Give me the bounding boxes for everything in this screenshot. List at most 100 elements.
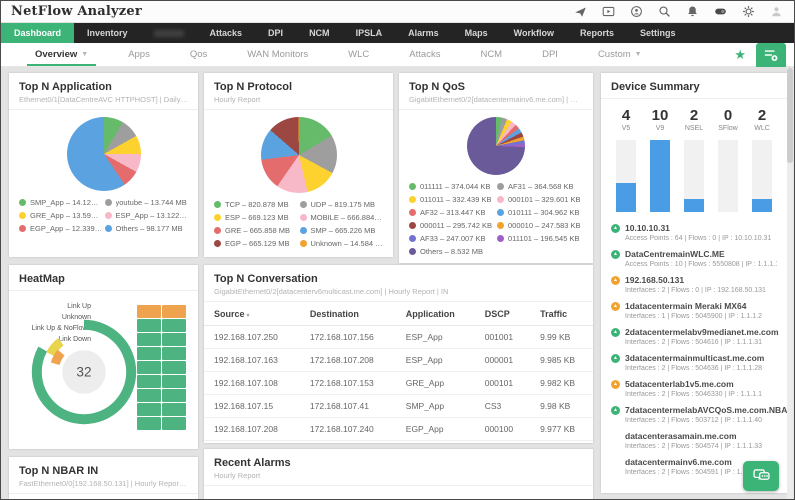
main-nav-item[interactable]: Dashboard [1, 23, 75, 43]
sub-nav-tab[interactable]: WLC [334, 43, 395, 66]
sub-nav-tab[interactable]: DPI [528, 43, 584, 66]
heatmap-cell[interactable] [162, 403, 186, 416]
device-type-bar [711, 140, 745, 212]
heatmap-cell[interactable] [137, 403, 161, 416]
widget-header: Recent Alarms Hourly Report [204, 449, 593, 486]
page-scrollbar[interactable] [787, 68, 793, 499]
legend-color-dot [19, 225, 26, 232]
sub-nav-tab[interactable]: WAN Monitors [233, 43, 334, 66]
device-list-item[interactable]: datacenterasamain.me.com Interfaces : 2 … [601, 428, 787, 454]
heatmap-cell[interactable] [162, 305, 186, 318]
device-list-item[interactable]: datacentermainv6.me.com Interfaces : 2 |… [601, 454, 787, 480]
device-type-stat[interactable]: 0 SFlow [711, 107, 745, 132]
conversation-cell: 000101 [474, 371, 531, 395]
sub-nav-tab[interactable]: Qos [176, 43, 233, 66]
device-type-stat[interactable]: 4 V5 [609, 107, 643, 132]
conversation-cell: 000100 [474, 417, 531, 441]
sub-nav-tab[interactable]: Custom ▼ [584, 43, 668, 66]
headset-icon[interactable] [629, 4, 644, 19]
heatmap-cell[interactable] [137, 347, 161, 360]
chat-support-button[interactable] [743, 461, 779, 491]
top-n-qos-pie-chart[interactable] [467, 117, 525, 175]
heatmap-cell[interactable] [162, 389, 186, 402]
device-type-stat[interactable]: 2 WLC [745, 107, 779, 132]
heatmap-cell[interactable] [137, 417, 161, 430]
heatmap-cell[interactable] [137, 389, 161, 402]
device-type-count: 10 [651, 107, 669, 124]
heatmap-cell[interactable] [162, 333, 186, 346]
main-nav-item[interactable]: Settings [627, 23, 689, 43]
scrollbar-thumb[interactable] [787, 68, 793, 163]
heatmap-donut-chart[interactable]: 32 [25, 313, 143, 431]
conversation-column-header[interactable]: Destination [299, 302, 396, 326]
heatmap-cell[interactable] [137, 319, 161, 332]
legend-item: 011101 – 196.545 KB [497, 234, 583, 243]
main-nav-item[interactable] [141, 23, 197, 43]
bell-icon[interactable] [685, 4, 700, 19]
main-nav-item[interactable]: Inventory [74, 23, 141, 43]
heatmap-cell[interactable] [162, 347, 186, 360]
device-list-item[interactable]: ▲ DataCentremainWLC.ME Access Points : 10… [601, 246, 787, 272]
legend-label: SMP_App – 14.121 MB [30, 198, 103, 207]
heatmap-cell[interactable] [137, 305, 161, 318]
main-nav-item[interactable]: Reports [567, 23, 627, 43]
device-type-stat[interactable]: 10 V9 [643, 107, 677, 132]
top-n-application-pie-chart[interactable] [66, 117, 141, 191]
sub-nav-tab[interactable]: Attacks [395, 43, 466, 66]
main-nav-item[interactable]: DPI [255, 23, 296, 43]
conversation-column-header[interactable]: DSCP [474, 302, 531, 326]
main-nav-item[interactable]: Alarms [395, 23, 452, 43]
heatmap-cell[interactable] [137, 375, 161, 388]
device-type-stat[interactable]: 2 NSEL [677, 107, 711, 132]
sub-nav-tab-label: Qos [189, 49, 208, 60]
feedback-icon[interactable] [713, 4, 728, 19]
heatmap-cell[interactable] [162, 361, 186, 374]
sub-nav-tab[interactable]: Apps [114, 43, 176, 66]
rocket-icon[interactable] [573, 4, 588, 19]
conversation-table: Source ▾ Destination Application DSCP Traffic… [204, 302, 593, 441]
legend-label: ESP – 669.123 MB [225, 213, 289, 222]
conversation-table-body: 192.168.107.250 172.168.107.156 ESP_App 001… [204, 325, 593, 441]
main-nav-item[interactable]: Attacks [197, 23, 256, 43]
device-list-item[interactable]: ▲ 3datacentermainmulticast.me.com Interfa… [601, 350, 787, 376]
favorite-star-icon[interactable]: ★ [734, 47, 746, 62]
device-list-item[interactable]: ▲ 7datacentermelabAVCQoS.me.com.NBAR Inte… [601, 402, 787, 428]
main-nav-item[interactable]: NCM [296, 23, 343, 43]
legend-item: AF32 – 313.447 KB [409, 208, 495, 217]
device-summary-counts: 4 V5 10 V9 2 NSEL 0 SFlow 2 WLC [601, 99, 787, 132]
top-n-protocol-pie-chart[interactable] [260, 117, 337, 193]
video-icon[interactable] [601, 4, 616, 19]
sub-nav-tab[interactable]: NCM [466, 43, 528, 66]
heatmap-cell[interactable] [162, 319, 186, 332]
conversation-column-header[interactable]: Application [395, 302, 475, 326]
device-type-bar-fill [684, 199, 704, 212]
sort-icon: ▾ [246, 313, 250, 319]
main-nav-item[interactable]: IPSLA [343, 23, 396, 43]
search-icon[interactable] [657, 4, 672, 19]
sub-nav-tab-label: Apps [128, 49, 150, 60]
legend-label: 011101 – 196.545 KB [508, 234, 580, 243]
heatmap-cell[interactable] [137, 333, 161, 346]
main-nav-item[interactable]: Workflow [501, 23, 567, 43]
device-list-item[interactable]: ▲ 192.168.50.131 Interfaces : 2 | Flows :… [601, 272, 787, 298]
device-list-item[interactable]: ▲ 2datacentermelabv9medianet.me.com Inter… [601, 324, 787, 350]
conversation-column-header[interactable]: Source ▾ [204, 302, 300, 326]
widget-title: Recent Alarms [214, 457, 291, 469]
device-type-bar [643, 140, 677, 212]
add-widget-button[interactable] [756, 42, 786, 67]
main-nav-item[interactable]: Maps [452, 23, 501, 43]
device-list-item[interactable]: ▲ 1datacentermain Meraki MX64 Interfaces … [601, 298, 787, 324]
legend-color-dot [409, 209, 416, 216]
device-list-item[interactable]: ▲ 10.10.10.31 Access Points : 64 | Flows … [601, 220, 787, 246]
conversation-column-header[interactable]: Traffic [530, 302, 593, 326]
gear-icon[interactable] [741, 4, 756, 19]
heatmap-cell[interactable] [162, 417, 186, 430]
heatmap-cell[interactable] [137, 361, 161, 374]
sub-nav-tab[interactable]: Overview ▼ [21, 43, 114, 66]
device-name: 5datacenterlab1v5.me.com [625, 379, 734, 389]
device-list-item[interactable]: ▲ 5datacenterlab1v5.me.com Interfaces : 2… [601, 376, 787, 402]
conversation-table-row: 192.168.107.15 172.168.107.41 SMP_App CS3 9.… [204, 394, 593, 418]
legend-item: Others – 8.532 MB [409, 247, 495, 256]
heatmap-cell[interactable] [162, 375, 186, 388]
user-icon[interactable] [769, 4, 784, 19]
